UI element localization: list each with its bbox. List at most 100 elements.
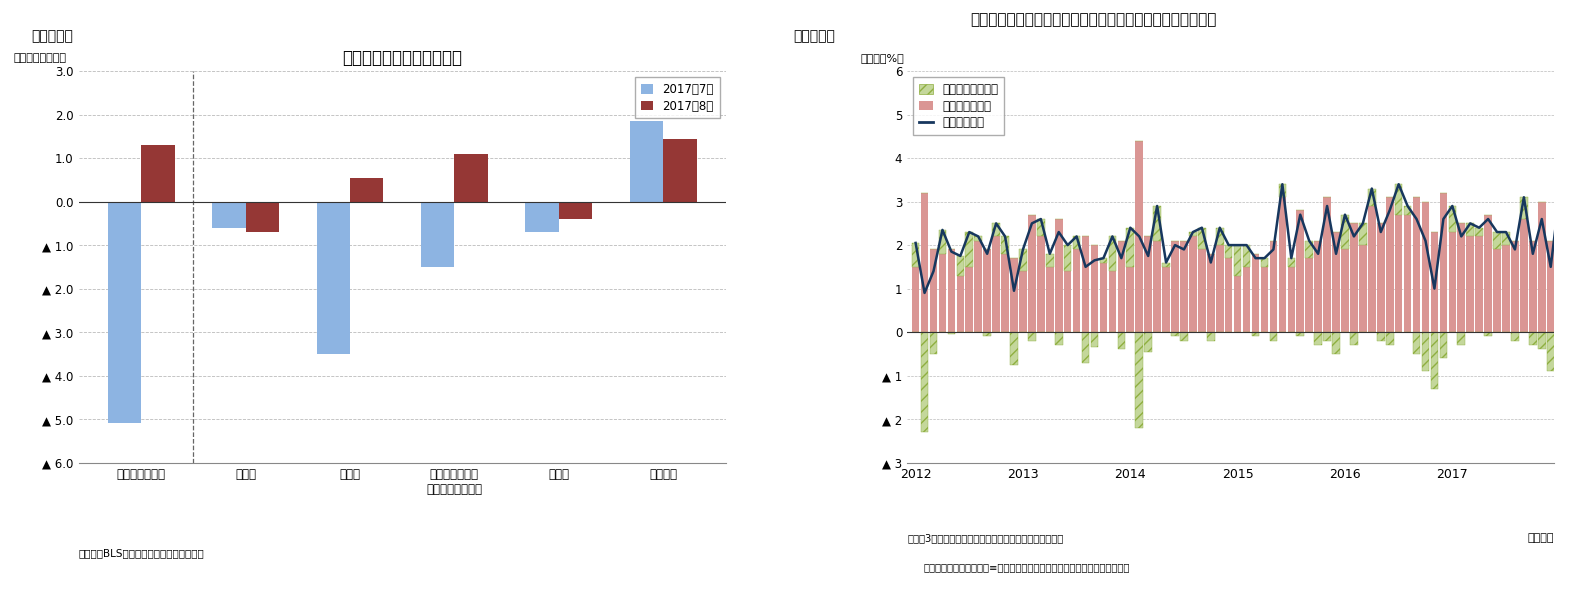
Bar xyxy=(1314,332,1322,345)
Bar xyxy=(1333,332,1339,354)
Bar xyxy=(1072,250,1080,332)
Bar xyxy=(1422,332,1429,371)
Bar xyxy=(1234,245,1242,276)
Bar xyxy=(1449,232,1455,332)
Text: 民間非農業部門の週当たり賃金伸び率（年率換算、寄与度）: 民間非農業部門の週当たり賃金伸び率（年率換算、寄与度） xyxy=(970,12,1217,27)
Bar xyxy=(421,202,454,267)
Bar xyxy=(992,224,1000,237)
Bar xyxy=(526,202,559,232)
Bar xyxy=(1386,332,1394,345)
Bar xyxy=(1038,237,1044,332)
Bar xyxy=(1404,215,1411,332)
Bar xyxy=(1484,215,1491,332)
Bar xyxy=(1064,245,1071,271)
Bar xyxy=(1270,241,1278,332)
Title: 前月分・前々月分の改定幅: 前月分・前々月分の改定幅 xyxy=(342,49,462,67)
Text: （図表３）: （図表３） xyxy=(31,30,74,44)
Bar xyxy=(108,202,141,423)
Bar xyxy=(1234,276,1242,332)
Bar xyxy=(1082,237,1090,332)
Bar xyxy=(1287,258,1295,267)
Bar xyxy=(1215,228,1223,245)
Bar xyxy=(630,121,663,202)
Text: （注）3カ月後方移動平均後の前月比伸び率（年率換算）: （注）3カ月後方移動平均後の前月比伸び率（年率換算） xyxy=(907,533,1063,543)
Bar xyxy=(1367,206,1375,332)
Bar xyxy=(966,267,973,332)
Bar xyxy=(975,241,981,332)
Text: （年率、%）: （年率、%） xyxy=(860,53,904,63)
Bar xyxy=(1377,224,1385,332)
Bar xyxy=(1082,332,1090,362)
Bar xyxy=(1476,228,1484,237)
Bar xyxy=(956,276,964,332)
Bar xyxy=(1367,189,1375,206)
Bar xyxy=(1002,237,1010,254)
Bar xyxy=(1350,332,1358,345)
Bar xyxy=(1019,250,1027,271)
Bar xyxy=(1466,224,1474,237)
Bar xyxy=(1198,228,1206,250)
Bar xyxy=(1108,271,1116,332)
Bar xyxy=(350,178,383,202)
Bar xyxy=(317,202,350,354)
Bar xyxy=(1099,258,1107,263)
Bar xyxy=(966,232,973,267)
Bar xyxy=(1512,241,1518,332)
Bar xyxy=(1261,258,1269,267)
Bar xyxy=(1154,241,1160,332)
Bar xyxy=(1430,232,1438,332)
Bar xyxy=(1422,202,1429,332)
Bar xyxy=(1010,332,1017,365)
Bar xyxy=(1171,241,1179,332)
Text: 週当たり賃金伸び率≡週当たり労働時間伸び率＋時間当たり賃金伸び率: 週当たり賃金伸び率≡週当たり労働時間伸び率＋時間当たり賃金伸び率 xyxy=(923,562,1129,572)
Bar xyxy=(1188,232,1196,237)
Bar xyxy=(1028,332,1036,341)
Bar xyxy=(1520,197,1528,219)
Bar xyxy=(1297,332,1305,336)
Bar xyxy=(1046,267,1053,332)
Bar xyxy=(1091,332,1099,347)
Bar xyxy=(1546,332,1554,371)
Bar xyxy=(1278,184,1286,197)
Bar xyxy=(1394,184,1402,215)
Bar xyxy=(1314,241,1322,332)
Bar xyxy=(1360,224,1366,245)
Bar xyxy=(1135,332,1143,428)
Bar xyxy=(1091,245,1099,332)
Bar xyxy=(1539,332,1545,349)
Bar xyxy=(1251,332,1259,336)
Legend: 週当たり労働時間, 時間当たり賃金, 週当たり賃金: 週当たり労働時間, 時間当たり賃金, 週当たり賃金 xyxy=(912,77,1005,135)
Bar xyxy=(1002,254,1010,332)
Bar xyxy=(1127,267,1134,332)
Bar xyxy=(1539,202,1545,332)
Bar xyxy=(1449,206,1455,232)
Bar xyxy=(1145,332,1152,352)
Bar xyxy=(1512,332,1518,341)
Bar xyxy=(1270,332,1278,341)
Bar xyxy=(1404,206,1411,215)
Bar xyxy=(1108,237,1116,271)
Bar xyxy=(929,332,937,354)
Bar xyxy=(1502,232,1510,245)
Bar xyxy=(912,267,920,332)
Bar xyxy=(1064,271,1071,332)
Bar xyxy=(1484,332,1491,336)
Bar xyxy=(1188,237,1196,332)
Bar xyxy=(1333,232,1339,332)
Bar xyxy=(1127,228,1134,267)
Bar xyxy=(1493,232,1501,250)
Bar xyxy=(1350,224,1358,332)
Bar xyxy=(1171,332,1179,336)
Bar xyxy=(559,202,592,219)
Bar xyxy=(663,139,697,202)
Bar xyxy=(1440,193,1448,332)
Bar xyxy=(1261,267,1269,332)
Bar xyxy=(1466,237,1474,332)
Bar xyxy=(1162,267,1170,332)
Bar xyxy=(912,243,920,267)
Bar xyxy=(1360,245,1366,332)
Text: （図表４）: （図表４） xyxy=(793,30,835,44)
Bar xyxy=(1251,254,1259,332)
Bar xyxy=(1215,245,1223,332)
Bar xyxy=(454,154,488,202)
